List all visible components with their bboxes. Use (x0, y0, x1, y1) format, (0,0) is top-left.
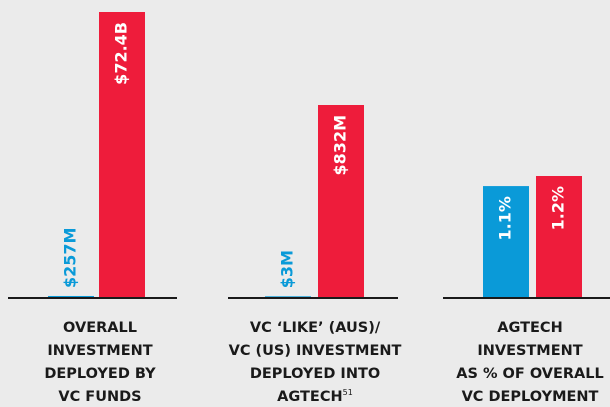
category-label: AGTECH51 (277, 388, 353, 405)
category-label: VC (US) INVESTMENT (229, 343, 402, 359)
category-label: OVERALL (63, 320, 137, 336)
category-label: VC FUNDS (58, 389, 141, 405)
category-label-line: DEPLOYED BY (44, 366, 156, 382)
category-label-line: AGTECH (497, 320, 562, 336)
bar (99, 12, 145, 297)
value-label: $832M (331, 115, 350, 175)
bar (48, 295, 94, 297)
category-label-line: DEPLOYED INTO (250, 366, 380, 382)
bar (483, 186, 529, 297)
category-label: AS % OF OVERALL (456, 366, 604, 382)
bar (318, 105, 364, 297)
category-label: VC DEPLOYMENT (462, 389, 599, 405)
category-label: INVESTMENT (47, 343, 152, 359)
category-label-line: OVERALL (63, 320, 137, 336)
category-label-line: INVESTMENT (47, 343, 152, 359)
category-label-line: INVESTMENT (477, 343, 582, 359)
value-label: $3M (278, 250, 297, 288)
bar (265, 296, 311, 297)
category-label: DEPLOYED INTO (250, 366, 380, 382)
category-label-line: VC DEPLOYMENT (462, 389, 599, 405)
footnote: 51 (343, 388, 353, 397)
category-label-line: VC FUNDS (58, 389, 141, 405)
category-label-line: VC (US) INVESTMENT (229, 343, 402, 359)
bar (536, 176, 582, 297)
category-label: AGTECH (497, 320, 562, 336)
category-label-line: AS % OF OVERALL (456, 366, 604, 382)
category-label-line: AGTECH (277, 389, 342, 405)
category-label: DEPLOYED BY (44, 366, 156, 382)
value-label: $72.4B (112, 22, 131, 85)
value-label: 1.1% (496, 196, 515, 240)
category-label: VC ‘LIKE’ (AUS)/ (250, 320, 381, 336)
category-label: INVESTMENT (477, 343, 582, 359)
value-label: $257M (61, 228, 80, 288)
category-label-line: VC ‘LIKE’ (AUS)/ (250, 320, 381, 336)
value-label: 1.2% (549, 186, 568, 230)
